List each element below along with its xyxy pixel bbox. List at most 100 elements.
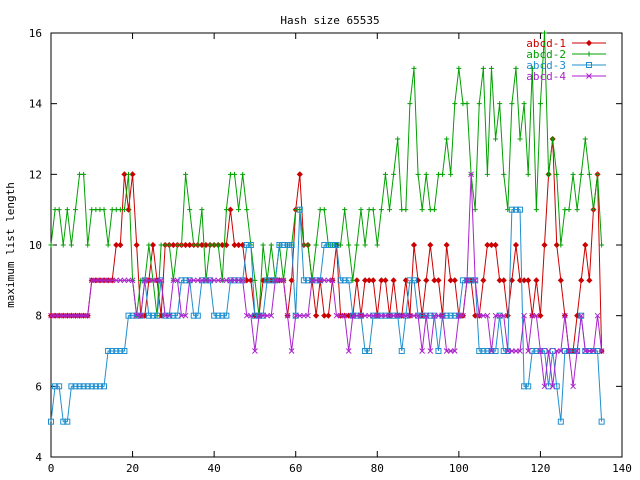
data-point: [529, 348, 536, 354]
data-point: [366, 312, 372, 319]
data-point: [493, 136, 499, 142]
data-point: [48, 242, 54, 248]
y-tick-label: 16: [29, 27, 42, 40]
data-point: [215, 277, 222, 284]
data-point: [448, 171, 454, 177]
data-point: [321, 207, 327, 213]
data-point: [231, 241, 238, 249]
data-point: [419, 348, 426, 354]
data-point: [252, 348, 258, 354]
data-point: [296, 171, 303, 178]
data-point: [537, 348, 544, 354]
data-point: [121, 207, 127, 213]
x-tick-label: 120: [530, 462, 550, 475]
data-point: [325, 277, 332, 284]
series-line: [51, 174, 603, 387]
data-point: [309, 277, 315, 284]
data-point: [223, 277, 230, 284]
data-point: [105, 277, 111, 284]
data-point: [133, 241, 140, 249]
data-point: [96, 383, 103, 390]
data-point: [109, 348, 116, 354]
data-point: [362, 348, 369, 354]
data-point: [480, 277, 487, 284]
data-point: [370, 312, 377, 319]
data-point: [154, 312, 161, 319]
data-point: [260, 242, 266, 248]
data-point: [541, 348, 548, 354]
data-point: [92, 383, 99, 390]
data-point: [582, 348, 589, 354]
data-point: [590, 207, 596, 213]
data-point: [542, 30, 548, 36]
data-point: [496, 312, 503, 319]
data-point: [492, 312, 499, 319]
data-point: [484, 312, 491, 319]
data-point: [598, 418, 605, 425]
data-point: [391, 171, 397, 177]
y-axis-ticks: 4 6 8 10 12 14 16: [29, 27, 622, 464]
data-point: [154, 277, 160, 284]
data-point: [415, 171, 421, 177]
data-point: [52, 312, 58, 319]
data-point: [488, 65, 494, 71]
data-point: [557, 348, 564, 354]
data-point: [427, 348, 434, 354]
data-point: [182, 277, 189, 284]
data-point: [93, 277, 99, 284]
data-point: [145, 312, 152, 319]
data-point: [346, 242, 352, 248]
data-point: [558, 242, 564, 248]
data-point: [480, 348, 487, 354]
data-point: [545, 383, 552, 390]
data-point: [394, 312, 401, 319]
data-point: [464, 277, 470, 284]
data-point: [443, 348, 450, 354]
data-point: [174, 277, 181, 284]
data-point: [72, 383, 79, 390]
data-point: [554, 171, 560, 177]
data-point: [117, 241, 124, 249]
data-point: [541, 241, 548, 249]
data-point: [227, 206, 234, 213]
data-point: [313, 277, 319, 284]
data-point: [529, 65, 535, 71]
data-point: [443, 312, 450, 319]
data-point: [594, 312, 601, 319]
data-point: [525, 383, 532, 390]
data-point: [276, 277, 283, 284]
x-tick-label: 20: [126, 462, 139, 475]
data-point: [48, 312, 54, 319]
data-point: [578, 171, 584, 177]
data-point: [549, 348, 556, 354]
chart-title: Hash size 65535: [280, 14, 379, 27]
data-point: [411, 312, 417, 319]
data-point: [235, 241, 242, 249]
data-point: [561, 348, 568, 354]
data-point: [56, 312, 63, 319]
data-point: [84, 312, 91, 319]
y-tick-label: 14: [29, 98, 43, 111]
legend-label: abcd-3: [526, 59, 566, 72]
data-point: [284, 312, 291, 319]
data-point: [48, 418, 54, 425]
data-point: [186, 277, 193, 284]
data-point: [390, 312, 397, 319]
data-point: [362, 242, 368, 248]
data-point: [358, 312, 364, 319]
data-point: [500, 312, 507, 319]
data-point: [435, 348, 442, 354]
data-point: [549, 383, 556, 390]
data-point: [423, 171, 429, 177]
data-point: [370, 277, 377, 284]
data-point: [342, 207, 348, 213]
data-point: [456, 312, 462, 319]
data-point: [129, 312, 136, 319]
data-point: [427, 312, 434, 319]
data-point: [117, 348, 124, 354]
data-point: [280, 242, 287, 248]
data-point: [586, 171, 592, 177]
x-tick-label: 140: [612, 462, 632, 475]
data-point: [170, 312, 177, 319]
